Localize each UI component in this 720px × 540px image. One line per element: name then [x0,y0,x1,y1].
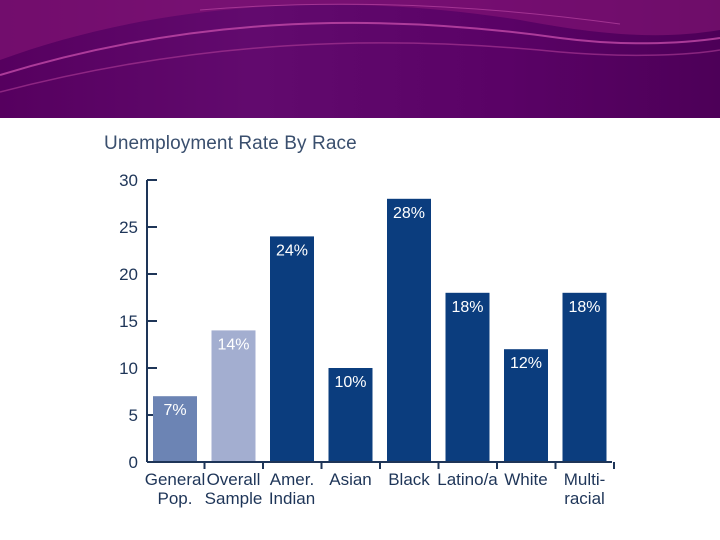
x-tick-label: Black [388,470,430,489]
x-tick-label: Amer. [270,470,314,489]
x-tick-label: Asian [329,470,372,489]
bar [270,236,314,462]
x-tick-label: Multi- [564,470,606,489]
y-tick-label: 20 [119,265,138,284]
x-tick-label: Sample [205,489,263,508]
x-tick-label: Pop. [158,489,193,508]
x-tick-label: White [504,470,547,489]
x-tick-label: General [145,470,205,489]
data-label: 18% [451,299,483,316]
bar [387,198,431,463]
bar [328,368,373,462]
x-tick-label: Latino/a [437,470,498,489]
data-label: 12% [510,355,542,372]
y-tick-label: 30 [119,171,138,190]
data-label: 10% [334,374,366,391]
bar [211,330,256,462]
bars: 7% 14% 24% 10% 28% 18% 12% 18% [153,198,607,463]
data-label: 18% [568,299,600,316]
data-label: 7% [163,402,186,419]
bar [153,396,197,462]
banner-swoosh-decoration [0,0,720,93]
y-axis: 0 5 10 15 20 25 30 [119,171,157,472]
y-tick-label: 0 [129,453,138,472]
y-tick-label: 25 [119,218,138,237]
y-tick-label: 15 [119,312,138,331]
x-tick-label: Indian [269,489,315,508]
data-label: 14% [217,336,249,353]
bar [562,292,607,462]
x-tick-label: racial [564,489,605,508]
x-tick-label: Overall [207,470,261,489]
chart-title: Unemployment Rate By Race [104,133,357,154]
y-tick-label: 5 [129,406,138,425]
header-banner [0,0,720,118]
data-label: 28% [393,205,425,222]
bar [445,292,490,462]
y-tick-label: 10 [119,359,138,378]
data-label: 24% [276,242,308,259]
bar [504,349,548,462]
